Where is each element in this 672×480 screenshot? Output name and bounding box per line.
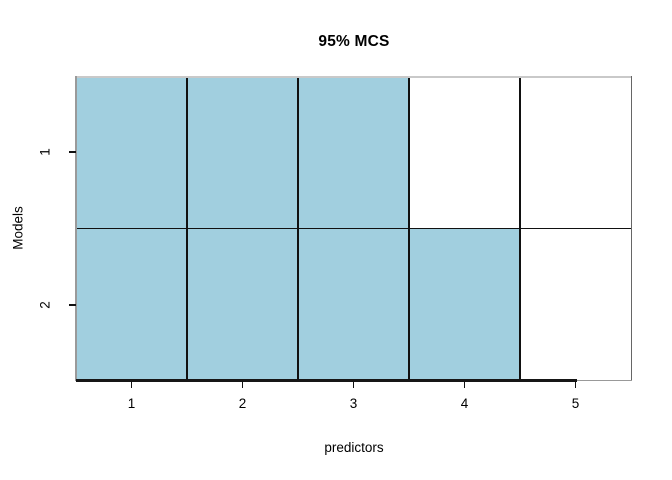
chart-title: 95% MCS (318, 33, 390, 50)
mcs-cell-model1-pred2 (187, 76, 298, 229)
x-tick-label: 2 (238, 396, 247, 411)
y-axis-title: Models (10, 206, 26, 250)
mcs-cell-model1-pred3 (298, 76, 409, 229)
x-tick-mark (130, 381, 133, 388)
x-tick-mark (241, 381, 244, 388)
mcs-cell-model1-pred4 (409, 76, 520, 229)
plot-border-bottom (576, 380, 632, 382)
x-tick-label: 4 (460, 396, 469, 411)
mcs-cell-model2-pred5 (520, 228, 631, 381)
mcs-cell-model1-pred1 (76, 76, 187, 229)
x-tick-label: 5 (571, 396, 580, 411)
mcs-cell-model2-pred3 (298, 228, 409, 381)
x-tick-mark (463, 381, 466, 388)
mcs-cell-model2-pred1 (76, 228, 187, 381)
mcs-cell-model2-pred4 (409, 228, 520, 381)
x-tick-mark (574, 381, 577, 388)
x-axis-title: predictors (324, 440, 384, 455)
x-tick-label: 1 (127, 396, 136, 411)
y-tick-label: 1 (37, 148, 53, 157)
y-tick-mark (69, 303, 76, 306)
x-tick-label: 3 (349, 396, 358, 411)
plot-border-right (630, 76, 633, 381)
x-tick-mark (352, 381, 355, 388)
x-axis-line (76, 379, 577, 382)
plot-border-top (76, 76, 632, 78)
plot-border-left (75, 76, 77, 381)
mcs-cell-model1-pred5 (520, 76, 631, 229)
y-tick-label: 2 (37, 300, 53, 309)
mcs-cell-model2-pred2 (187, 228, 298, 381)
grid-hline (76, 227, 631, 230)
y-tick-mark (69, 151, 76, 154)
plot-area (76, 76, 631, 381)
